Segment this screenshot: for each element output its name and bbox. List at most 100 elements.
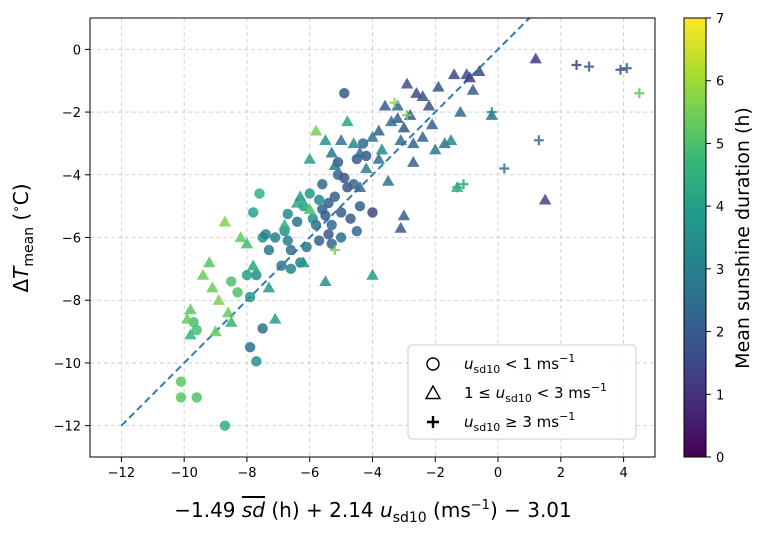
y-axis: −12 −10 −8 −6 −4 −2 0: [54, 43, 90, 435]
circle-point: [323, 197, 334, 209]
x-tick-label: −8: [237, 466, 256, 481]
circle-point: [323, 229, 334, 240]
triangle-point: [184, 303, 197, 315]
triangle-point: [309, 124, 323, 136]
triangle-point: [425, 118, 439, 130]
colorbar: 0 1 2 3 4 5 6 7: [683, 12, 724, 466]
legend-entry-label: usd10 ≥ 3 ms−1: [464, 410, 575, 434]
circle-point: [285, 263, 297, 275]
triangle-point: [416, 90, 429, 102]
circle-point: [232, 287, 243, 298]
triangle-point: [278, 218, 291, 230]
triangle-point: [394, 221, 407, 233]
triangle-point: [422, 99, 436, 111]
reference-line: [120, 18, 531, 427]
legend-entry-label: usd10 < 1 ms−1: [464, 352, 575, 376]
x-tick-label: −6: [300, 466, 319, 481]
triangle-point: [385, 115, 398, 127]
triangle-point: [262, 281, 276, 293]
circle-point: [244, 291, 256, 303]
legend-entry-label: 1 ≤ usd10 < 3 ms−1: [464, 381, 607, 405]
triangle-point: [353, 146, 367, 158]
circle-point: [244, 342, 256, 353]
plus-point: [499, 163, 510, 174]
triangle-point: [391, 112, 404, 123]
triangle-point: [466, 83, 480, 95]
circle-point: [357, 138, 369, 149]
triangle-point: [375, 143, 389, 155]
identity-line: [120, 18, 531, 427]
circle-point: [269, 232, 281, 243]
plus-point: [402, 110, 413, 121]
triangle-point: [444, 134, 458, 145]
triangle-point: [353, 181, 367, 192]
triangle-point: [268, 312, 282, 324]
triangle-point: [319, 134, 332, 145]
colorbar-tick-label: 5: [716, 137, 724, 152]
x-tick-label: 0: [494, 466, 502, 481]
triangle-point: [181, 312, 194, 324]
colorbar-tick-label: 4: [716, 200, 724, 215]
triangle-point: [303, 203, 316, 214]
y-tick-label: −12: [54, 420, 81, 435]
triangle-point: [429, 143, 442, 155]
circle-point: [317, 178, 328, 190]
plus-point: [389, 97, 400, 108]
circle-point: [191, 392, 202, 403]
y-tick-label: −10: [54, 357, 81, 372]
legend-box: [407, 344, 637, 440]
circle-point: [251, 356, 262, 367]
y-tick-label: −4: [62, 169, 81, 184]
circle-point: [254, 188, 265, 199]
triangle-point: [397, 209, 411, 221]
circle-point: [354, 200, 366, 212]
circle-point: [351, 226, 363, 237]
plus-point: [486, 107, 497, 118]
triangle-point: [366, 130, 379, 142]
triangle-point: [416, 130, 429, 142]
circle-point: [345, 213, 356, 224]
circle-point: [260, 229, 271, 240]
circle-point: [320, 210, 331, 221]
triangle-point: [206, 281, 219, 293]
y-tick-label: −6: [62, 232, 81, 247]
plus-point: [615, 64, 626, 75]
triangle-point: [218, 215, 232, 227]
legend: usd10 < 1 ms−1 1 ≤ usd10 < 3 ms−1 usd10 ≥ …: [407, 344, 637, 440]
triangle-point: [454, 105, 467, 117]
circle-point: [291, 216, 303, 228]
y-axis-label: ΔTmean (∘C): [9, 183, 37, 292]
triangle-point: [360, 162, 373, 174]
triangle-point: [473, 65, 486, 76]
legend-plus-icon: [427, 416, 439, 428]
x-tick-label: 4: [619, 466, 627, 481]
triangle-point: [196, 268, 210, 280]
x-tick-label: −10: [170, 466, 197, 481]
circle-point: [335, 207, 347, 218]
x-tick-label: 2: [557, 466, 565, 481]
triangle-point: [394, 134, 407, 145]
plus-point: [533, 135, 544, 146]
data-points: [175, 52, 645, 431]
triangle-point: [410, 87, 423, 98]
x-tick-label: −4: [363, 466, 382, 481]
circle-point: [326, 219, 337, 231]
triangle-point: [400, 77, 414, 89]
plus-point: [329, 245, 340, 256]
circle-point: [285, 244, 297, 256]
triangle-point: [290, 196, 304, 208]
circle-point: [335, 232, 347, 243]
colorbar-tick-label: 7: [716, 12, 724, 27]
x-tick-label: −12: [108, 466, 135, 481]
circle-point: [313, 194, 325, 206]
circle-point: [263, 244, 275, 256]
triangle-point: [325, 146, 338, 158]
triangle-point: [407, 137, 420, 149]
colorbar-tick-label: 2: [716, 326, 724, 341]
x-axis: −12 −10 −8 −6 −4 −2 0 2 4: [108, 457, 628, 481]
colorbar-tick-label: 3: [716, 263, 724, 278]
plus-point: [621, 63, 632, 74]
plus-point: [458, 179, 469, 190]
triangle-point: [184, 328, 197, 340]
triangle-point: [297, 256, 310, 268]
